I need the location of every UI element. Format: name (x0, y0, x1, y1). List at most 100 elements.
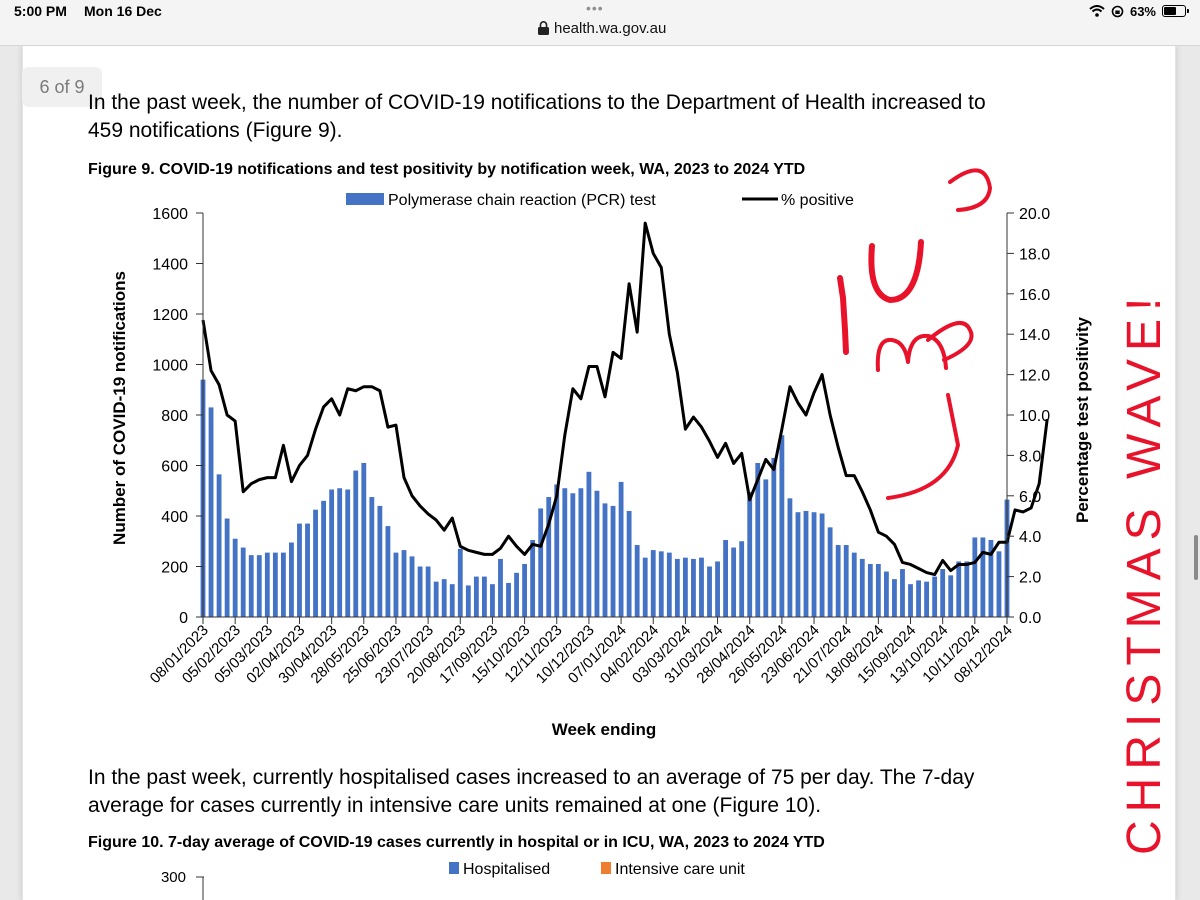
bar-pcr-38 (506, 582, 511, 617)
bar-pcr-89 (916, 580, 921, 617)
bar-pcr-10 (280, 552, 286, 617)
y-tick-label-0: 0 (179, 610, 188, 627)
fig10-y-tick-top: 300 (161, 869, 186, 886)
battery-icon (1162, 5, 1189, 17)
scrollbar-thumb[interactable] (1194, 535, 1198, 580)
bar-pcr-54 (634, 545, 640, 617)
bar-pcr-42 (538, 508, 544, 617)
bar-pcr-45 (562, 488, 568, 617)
y-tick-label-2: 400 (161, 509, 188, 526)
bar-pcr-83 (867, 563, 873, 617)
bar-pcr-92 (940, 569, 946, 617)
figure-10-title: Figure 10. 7-day average of COVID-19 cas… (88, 834, 825, 851)
bar-pcr-49 (594, 490, 600, 617)
bar-pcr-41 (530, 539, 536, 617)
bar-pcr-74 (795, 512, 801, 617)
line-percent-positive (201, 221, 1049, 577)
y2-tick-label-8: 16.0 (1019, 287, 1050, 304)
bar-pcr-60 (682, 557, 688, 617)
bar-pcr-61 (691, 558, 696, 617)
battery-level (1164, 7, 1176, 15)
bar-pcr-97 (980, 537, 986, 617)
y-axis-title-left: Number of COVID-19 notifications (110, 271, 129, 545)
bar-pcr-25 (401, 550, 407, 617)
multitasking-dots-icon[interactable]: ••• (586, 0, 604, 16)
bar-pcr-96 (972, 537, 978, 617)
bar-pcr-67 (739, 541, 745, 617)
bar-pcr-46 (570, 493, 576, 617)
bar-pcr-16 (329, 489, 335, 617)
bar-pcr-78 (827, 527, 833, 617)
y2-tick-label-0: 0.0 (1019, 610, 1041, 627)
bar-pcr-33 (465, 585, 471, 617)
bar-pcr-43 (546, 497, 552, 617)
bar-pcr-59 (674, 558, 680, 617)
legend-positive-label: % positive (781, 192, 854, 209)
bar-pcr-90 (924, 581, 930, 617)
bar-pcr-75 (803, 510, 809, 617)
bar-pcr-72 (779, 435, 785, 617)
paragraph-2-line-1: In the past week, currently hospitalised… (88, 766, 975, 789)
bar-pcr-63 (707, 566, 712, 617)
bar-pcr-11 (289, 542, 294, 617)
page-margin-right (1176, 46, 1200, 900)
y-tick-label-8: 1600 (152, 206, 188, 223)
bar-pcr-30 (441, 579, 447, 618)
bar-pcr-31 (449, 584, 455, 617)
bar-pcr-34 (473, 576, 479, 617)
bar-pcr-39 (514, 572, 519, 617)
bar-pcr-69 (755, 462, 761, 617)
bar-pcr-37 (498, 558, 503, 617)
bar-pcr-36 (490, 584, 495, 617)
bar-pcr-32 (457, 548, 463, 617)
y2-tick-label-1: 2.0 (1019, 570, 1041, 587)
paragraph-1-line-1: In the past week, the number of COVID-19… (88, 91, 986, 114)
bar-pcr-40 (522, 563, 528, 617)
status-date: Mon 16 Dec (84, 3, 162, 19)
y-tick-label-1: 200 (161, 560, 188, 577)
page-indicator: 6 of 9 (22, 67, 102, 107)
bar-pcr-6 (248, 555, 254, 617)
bar-pcr-2 (216, 474, 222, 617)
bar-pcr-4 (232, 538, 238, 617)
bar-pcr-21 (369, 497, 375, 617)
bar-pcr-15 (321, 500, 327, 617)
bar-pcr-53 (626, 510, 632, 617)
url-address[interactable]: health.wa.gov.au (554, 20, 667, 37)
bar-pcr-99 (996, 551, 1002, 617)
bar-pcr-5 (240, 547, 246, 617)
y-tick-label-4: 800 (161, 408, 188, 425)
y-tick-label-6: 1200 (152, 307, 188, 324)
bar-pcr-87 (900, 569, 905, 617)
bar-pcr-70 (763, 479, 769, 617)
y2-tick-label-3: 6.0 (1019, 489, 1041, 506)
legend-hospitalised-label: Hospitalised (463, 861, 550, 878)
bar-pcr-71 (771, 457, 777, 617)
bar-pcr-27 (417, 566, 423, 617)
y2-tick-label-9: 18.0 (1019, 246, 1050, 263)
bar-pcr-20 (361, 462, 367, 617)
legend-pcr-swatch (346, 193, 384, 205)
bar-pcr-14 (313, 509, 318, 617)
bar-pcr-13 (305, 523, 310, 617)
legend-hospitalised-swatch (449, 862, 459, 874)
bar-pcr-19 (353, 470, 359, 617)
bar-pcr-58 (666, 552, 672, 617)
y2-tick-label-7: 14.0 (1019, 327, 1050, 344)
y2-tick-label-10: 20.0 (1019, 206, 1050, 223)
bar-pcr-76 (811, 512, 817, 617)
bar-pcr-95 (964, 561, 970, 617)
bar-pcr-82 (859, 558, 865, 617)
bar-pcr-1 (208, 407, 214, 617)
y2-tick-label-4: 8.0 (1019, 448, 1041, 465)
legend-icu-swatch (601, 862, 611, 874)
bar-pcr-85 (883, 571, 889, 617)
bar-pcr-73 (787, 498, 793, 617)
y-axis-title-right: Percentage test positivity (1073, 316, 1092, 523)
bar-pcr-23 (385, 526, 391, 617)
bar-pcr-8 (264, 552, 270, 617)
bar-pcr-35 (481, 576, 487, 617)
bar-pcr-18 (345, 489, 351, 617)
